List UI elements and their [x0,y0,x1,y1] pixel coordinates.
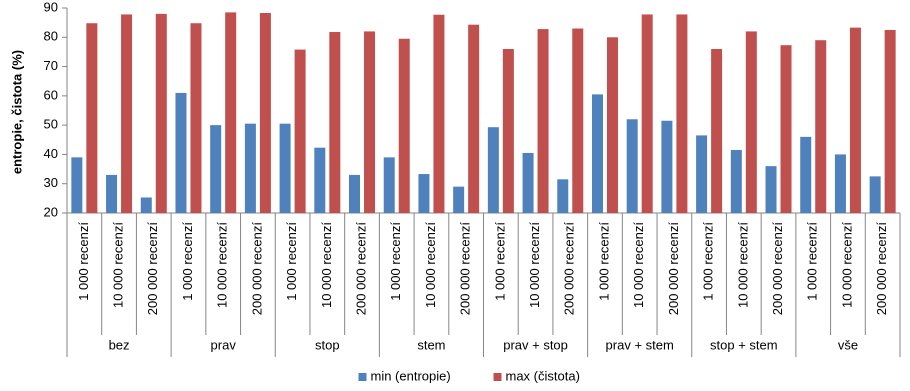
legend-label: max (čistota) [506,368,580,383]
y-tick-label: 30 [44,175,58,190]
legend-swatch [358,373,367,381]
bar [661,120,673,213]
x-tick-label: 200 000 recenzí [353,222,368,316]
bar [711,49,723,213]
bar [398,38,410,213]
y-tick-label: 40 [44,146,58,161]
group-label: prav + stem [606,337,674,352]
bar [522,152,534,213]
bar [279,123,291,213]
legend-swatch [493,373,502,381]
y-axis-title: entropie, čistota (%) [9,50,24,174]
bar [572,28,584,213]
bar [140,197,152,213]
y-tick-label: 50 [44,117,58,132]
bar [259,12,271,213]
x-tick-label: 200 000 recenzí [562,222,577,316]
x-tick-label: 10 000 recenzí [527,222,542,308]
x-tick-label: 10 000 recenzí [319,222,334,308]
x-tick-label: 10 000 recenzí [423,222,438,308]
y-tick-label: 20 [44,204,58,219]
bar [834,154,846,213]
bar [210,125,222,213]
group-label: prav + stop [503,337,568,352]
x-tick-label: 1 000 recenzí [701,222,716,301]
bar [86,23,98,213]
bar [884,29,896,214]
bar [869,176,881,213]
bar [294,49,306,214]
group-label: stem [417,337,445,352]
x-tick-label: 1 000 recenzí [492,222,507,301]
group-label: prav [211,337,237,352]
x-tick-label: 200 000 recenzí [145,222,160,316]
x-tick-label: 10 000 recenzí [839,222,854,308]
bar [815,40,827,213]
x-tick-label: 10 000 recenzí [111,222,126,308]
bar [765,166,777,213]
x-tick-label: 10 000 recenzí [631,222,646,308]
bar [244,123,256,213]
bar [453,186,465,213]
bar [190,23,202,213]
x-tick-label: 1 000 recenzí [180,222,195,301]
bar [641,14,653,214]
bar [626,119,638,213]
bar [606,37,618,214]
group-label: stop [315,337,340,352]
bar [557,179,569,213]
bar [468,24,480,214]
bar [71,157,83,213]
bar [155,13,167,213]
bar [696,135,708,213]
bar [780,45,792,213]
y-tick-label: 70 [44,58,58,73]
x-tick-label: 200 000 recenzí [770,222,785,316]
y-tick-label: 90 [44,0,58,14]
x-tick-label: 10 000 recenzí [215,222,230,308]
bar [329,32,341,214]
x-tick-label: 1 000 recenzí [76,222,91,301]
bar [364,31,376,213]
bar [487,127,499,213]
bar [383,157,395,213]
x-tick-label: 200 000 recenzí [249,222,264,316]
y-tick-label: 80 [44,29,58,44]
legend-label: min (entropie) [371,368,451,383]
bar [537,29,549,214]
bar [730,150,742,213]
y-tick-label: 60 [44,87,58,102]
bar [121,14,133,214]
bar [175,92,187,213]
bar [314,147,326,213]
bar [225,12,237,214]
x-tick-label: 1 000 recenzí [596,222,611,301]
group-label: stop + stem [710,337,778,352]
bar [745,31,757,213]
bar [418,174,430,213]
bar [591,94,603,213]
x-tick-label: 1 000 recenzí [805,222,820,301]
bar [433,14,445,213]
x-tick-label: 200 000 recenzí [874,222,889,316]
bar [106,174,118,213]
x-tick-label: 1 000 recenzí [284,222,299,301]
group-label: bez [109,337,130,352]
x-tick-label: 200 000 recenzí [458,222,473,316]
bar [349,174,361,213]
bar [502,49,514,213]
bar [849,27,861,213]
x-tick-label: 10 000 recenzí [735,222,750,308]
group-label: vše [838,337,858,352]
bar [800,136,812,213]
x-tick-label: 1 000 recenzí [388,222,403,301]
x-tick-label: 200 000 recenzí [666,222,681,316]
bar [676,14,688,214]
